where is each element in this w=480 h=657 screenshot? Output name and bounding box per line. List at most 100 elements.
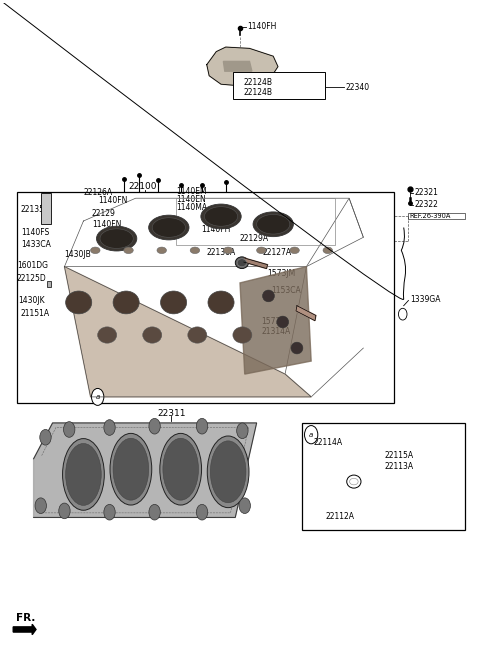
Polygon shape xyxy=(64,198,363,267)
Text: FR.: FR. xyxy=(16,614,36,623)
Bar xyxy=(176,198,335,245)
Polygon shape xyxy=(34,423,257,518)
Text: 22311: 22311 xyxy=(157,409,185,418)
Ellipse shape xyxy=(204,207,238,226)
Text: 1140FS: 1140FS xyxy=(21,228,49,237)
Text: 1140FH: 1140FH xyxy=(247,22,276,32)
Ellipse shape xyxy=(290,247,300,254)
Text: 1140EN: 1140EN xyxy=(176,195,206,204)
Text: 22114A: 22114A xyxy=(313,438,343,447)
Ellipse shape xyxy=(100,229,133,248)
Circle shape xyxy=(239,498,251,514)
Ellipse shape xyxy=(91,247,100,254)
Text: 22321: 22321 xyxy=(415,189,438,198)
Ellipse shape xyxy=(257,214,290,234)
Ellipse shape xyxy=(149,215,189,240)
Ellipse shape xyxy=(253,212,293,237)
Ellipse shape xyxy=(163,438,199,500)
Bar xyxy=(301,423,466,530)
Circle shape xyxy=(104,420,115,436)
Ellipse shape xyxy=(210,441,246,503)
Circle shape xyxy=(149,419,160,434)
Text: 1430JK: 1430JK xyxy=(18,296,45,305)
Text: REF.26-390A: REF.26-390A xyxy=(409,214,450,219)
Ellipse shape xyxy=(223,247,233,254)
Text: a: a xyxy=(309,432,313,438)
Polygon shape xyxy=(296,306,316,321)
Ellipse shape xyxy=(62,439,104,510)
Text: 22112A: 22112A xyxy=(325,512,354,520)
Text: 1339GA: 1339GA xyxy=(410,295,440,304)
Polygon shape xyxy=(91,348,363,397)
Text: 22124B: 22124B xyxy=(244,88,273,97)
Ellipse shape xyxy=(349,478,358,485)
Ellipse shape xyxy=(291,342,303,354)
Circle shape xyxy=(196,419,208,434)
Ellipse shape xyxy=(143,327,162,343)
Text: 22136A: 22136A xyxy=(207,248,236,258)
Ellipse shape xyxy=(66,443,101,505)
Bar xyxy=(17,192,394,403)
Ellipse shape xyxy=(237,259,247,267)
Text: 1153CA: 1153CA xyxy=(271,286,300,295)
Circle shape xyxy=(35,498,47,514)
Text: 22129A: 22129A xyxy=(239,234,268,243)
Ellipse shape xyxy=(188,327,207,343)
Circle shape xyxy=(149,505,160,520)
Text: 1573JM: 1573JM xyxy=(267,269,296,279)
Ellipse shape xyxy=(323,247,333,254)
Text: 22127A: 22127A xyxy=(263,248,292,258)
Circle shape xyxy=(40,430,51,445)
Ellipse shape xyxy=(124,247,133,254)
Bar xyxy=(233,72,325,99)
Text: 21151A: 21151A xyxy=(20,309,49,318)
Polygon shape xyxy=(13,624,36,635)
Text: 22340: 22340 xyxy=(346,83,370,92)
Circle shape xyxy=(63,422,75,438)
Text: 1140FN: 1140FN xyxy=(92,220,121,229)
Text: 1601DG: 1601DG xyxy=(17,261,48,270)
Ellipse shape xyxy=(347,475,361,488)
Ellipse shape xyxy=(160,291,187,314)
Circle shape xyxy=(196,505,208,520)
Ellipse shape xyxy=(97,327,117,343)
Ellipse shape xyxy=(208,291,234,314)
Polygon shape xyxy=(240,267,311,374)
Text: 22115A: 22115A xyxy=(384,451,414,460)
Text: 1430JB: 1430JB xyxy=(64,250,91,259)
Text: 22322: 22322 xyxy=(415,200,438,209)
Polygon shape xyxy=(244,258,267,269)
Ellipse shape xyxy=(233,327,252,343)
Text: 1140EM: 1140EM xyxy=(176,187,206,196)
Text: 22100: 22100 xyxy=(129,182,157,191)
Ellipse shape xyxy=(201,204,241,229)
Ellipse shape xyxy=(190,247,200,254)
Text: 22113A: 22113A xyxy=(384,462,414,471)
Circle shape xyxy=(304,426,318,444)
Text: 1140MA: 1140MA xyxy=(176,203,207,212)
Text: 1140FN: 1140FN xyxy=(98,196,128,205)
Text: 22135: 22135 xyxy=(20,206,44,214)
Ellipse shape xyxy=(152,217,185,237)
Text: 22125D: 22125D xyxy=(16,274,46,283)
Ellipse shape xyxy=(263,290,275,302)
Ellipse shape xyxy=(113,291,139,314)
Ellipse shape xyxy=(66,291,92,314)
Bar xyxy=(48,281,51,287)
Bar xyxy=(41,193,51,224)
Ellipse shape xyxy=(110,434,152,505)
Text: 22124B: 22124B xyxy=(244,78,273,87)
Ellipse shape xyxy=(160,434,202,505)
Text: 22126A: 22126A xyxy=(84,188,112,197)
Text: a: a xyxy=(96,394,100,400)
Ellipse shape xyxy=(113,438,149,500)
Polygon shape xyxy=(64,267,311,397)
Polygon shape xyxy=(223,61,252,71)
Text: 22129: 22129 xyxy=(92,210,116,218)
Circle shape xyxy=(104,505,115,520)
Circle shape xyxy=(237,423,248,439)
Ellipse shape xyxy=(257,247,266,254)
Ellipse shape xyxy=(157,247,167,254)
Polygon shape xyxy=(207,47,278,86)
Circle shape xyxy=(59,503,70,519)
